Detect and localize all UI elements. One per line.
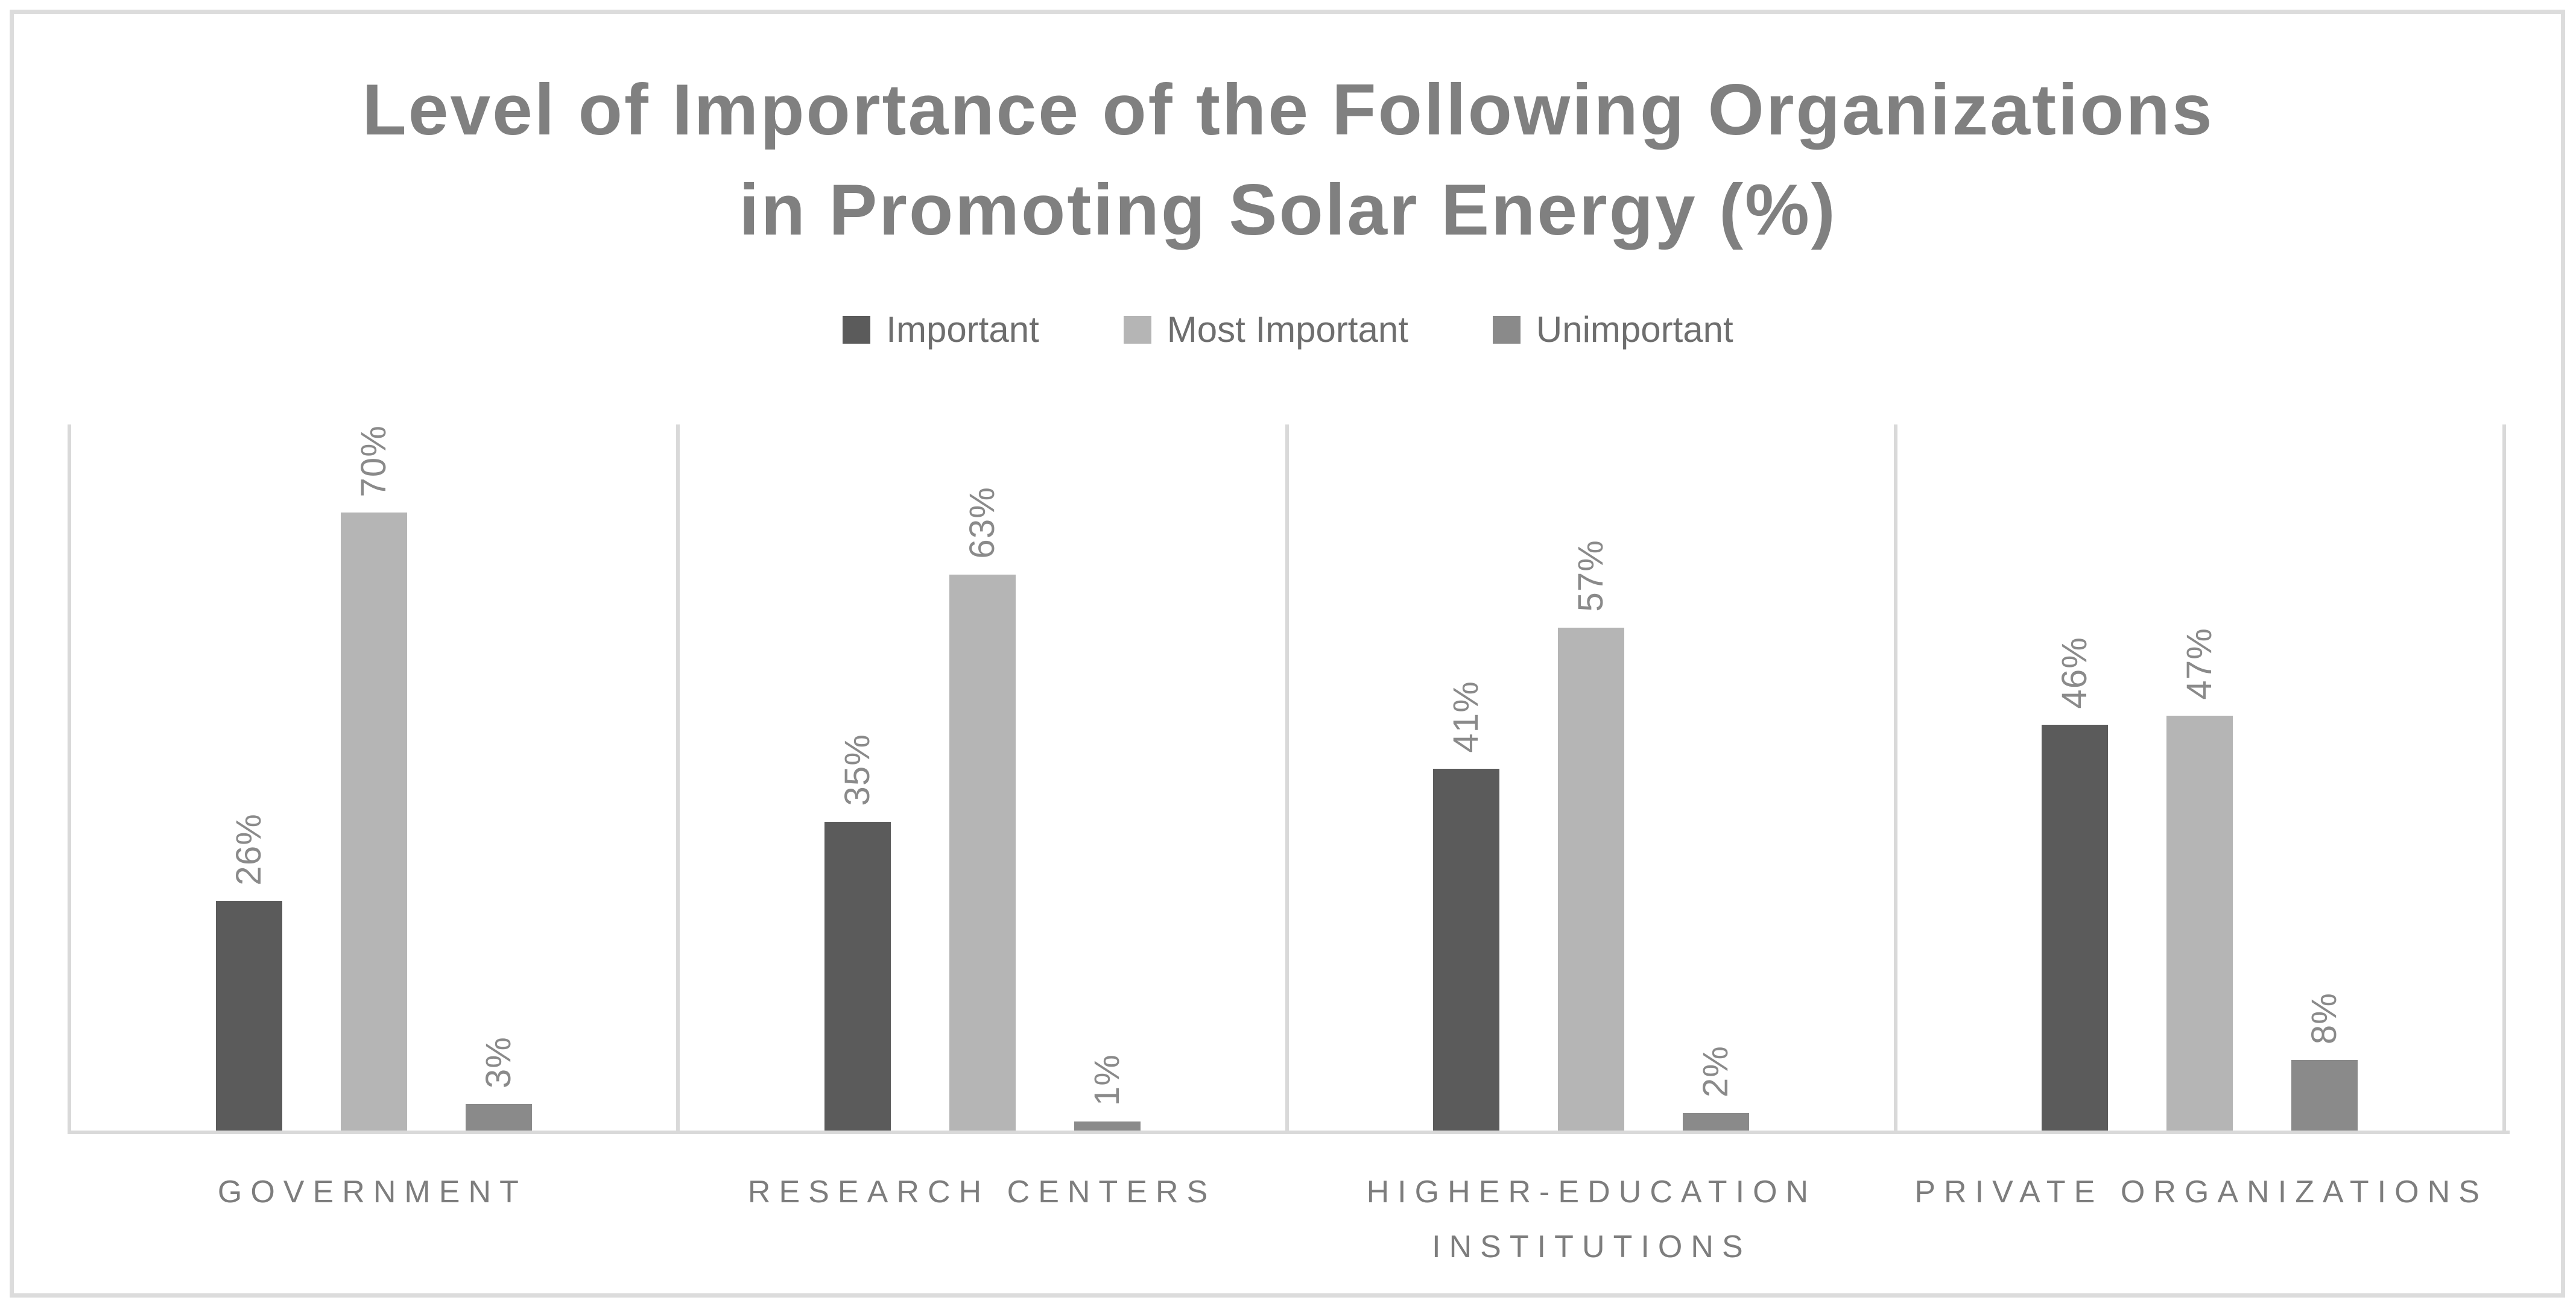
bar-group-private-organizations-most-important: 47% [2166,424,2233,1131]
data-label-government-important: 26% [229,813,268,886]
legend-item-important: Important [843,309,1039,350]
legend-swatch-unimportant [1492,315,1521,344]
bar-higher-education-institutions-important [1433,768,1500,1131]
bar-group-research-centers-important: 35% [824,424,891,1131]
bar-higher-education-institutions-most-important [1558,627,1625,1131]
bar-research-centers-unimportant [1074,1121,1141,1131]
legend: Important Most Important Unimportant [0,309,2576,350]
bar-group-research-centers-most-important: 63% [949,424,1016,1131]
legend-label-important: Important [886,309,1039,350]
panel-research-centers: 35% 63% 1% [676,424,1285,1131]
data-label-research-centers-unimportant: 1% [1087,1054,1127,1106]
data-label-higher-education-institutions-unimportant: 2% [1696,1045,1736,1097]
bar-group-private-organizations-important: 46% [2042,424,2109,1131]
chart-title-line-1: Level of Importance of the Following Org… [362,69,2214,150]
bar-government-unimportant [465,1104,532,1131]
legend-label-unimportant: Unimportant [1536,309,1733,350]
category-axis-labels: GOVERNMENT RESEARCH CENTERS HIGHER-EDUCATI… [68,1165,2506,1275]
category-label-private-organizations: PRIVATE ORGANIZATIONS [1896,1165,2506,1275]
category-label-line: PRIVATE ORGANIZATIONS [1914,1175,2488,1210]
plot-area: 26% 70% 3% 35% 63% 1% 41% 57% 2% 46% 47% 8% [68,424,2506,1131]
legend-label-most-important: Most Important [1166,309,1408,350]
bar-government-most-important [340,513,407,1131]
data-label-government-most-important: 70% [353,424,393,497]
category-label-line: GOVERNMENT [217,1175,527,1210]
chart-title-line-2: in Promoting Solar Energy (%) [739,169,1837,250]
bar-private-organizations-important [2042,724,2109,1131]
x-axis-line [68,1131,2510,1134]
bar-private-organizations-unimportant [2291,1059,2358,1131]
data-label-research-centers-most-important: 63% [962,487,1002,559]
category-label-line: RESEARCH CENTERS [747,1175,1217,1210]
category-label-research-centers: RESEARCH CENTERS [677,1165,1287,1275]
category-label-higher-education-institutions: HIGHER-EDUCATION INSTITUTIONS [1287,1165,1897,1275]
bar-group-higher-education-institutions-most-important: 57% [1558,424,1625,1131]
bar-higher-education-institutions-unimportant [1683,1112,1750,1131]
bar-group-research-centers-unimportant: 1% [1074,424,1141,1131]
category-label-line: INSTITUTIONS [1432,1229,1752,1264]
data-label-private-organizations-unimportant: 8% [2305,992,2344,1044]
data-label-private-organizations-important: 46% [2055,637,2095,709]
data-label-government-unimportant: 3% [478,1036,518,1089]
bar-research-centers-important [824,821,891,1131]
legend-swatch-important [843,315,871,344]
bar-group-private-organizations-unimportant: 8% [2291,424,2358,1131]
bar-private-organizations-most-important [2166,716,2233,1131]
category-label-government: GOVERNMENT [68,1165,677,1275]
bar-group-higher-education-institutions-important: 41% [1433,424,1500,1131]
data-label-higher-education-institutions-important: 41% [1446,681,1486,753]
bar-government-important [215,901,282,1131]
legend-item-most-important: Most Important [1123,309,1408,350]
data-label-higher-education-institutions-most-important: 57% [1571,540,1611,612]
bar-group-government-important: 26% [215,424,282,1131]
legend-swatch-most-important [1123,315,1151,344]
panel-government: 26% 70% 3% [68,424,676,1131]
bar-group-higher-education-institutions-unimportant: 2% [1683,424,1750,1131]
panel-private-organizations: 46% 47% 8% [1893,424,2506,1131]
data-label-research-centers-important: 35% [837,734,877,806]
bar-group-government-unimportant: 3% [465,424,532,1131]
data-label-private-organizations-most-important: 47% [2180,628,2220,701]
panel-higher-education-institutions: 41% 57% 2% [1285,424,1894,1131]
chart-title: Level of Importance of the Following Org… [0,60,2576,260]
bar-research-centers-most-important [949,574,1016,1131]
legend-item-unimportant: Unimportant [1492,309,1733,350]
category-label-line: HIGHER-EDUCATION [1366,1175,1817,1210]
bar-group-government-most-important: 70% [340,424,407,1131]
